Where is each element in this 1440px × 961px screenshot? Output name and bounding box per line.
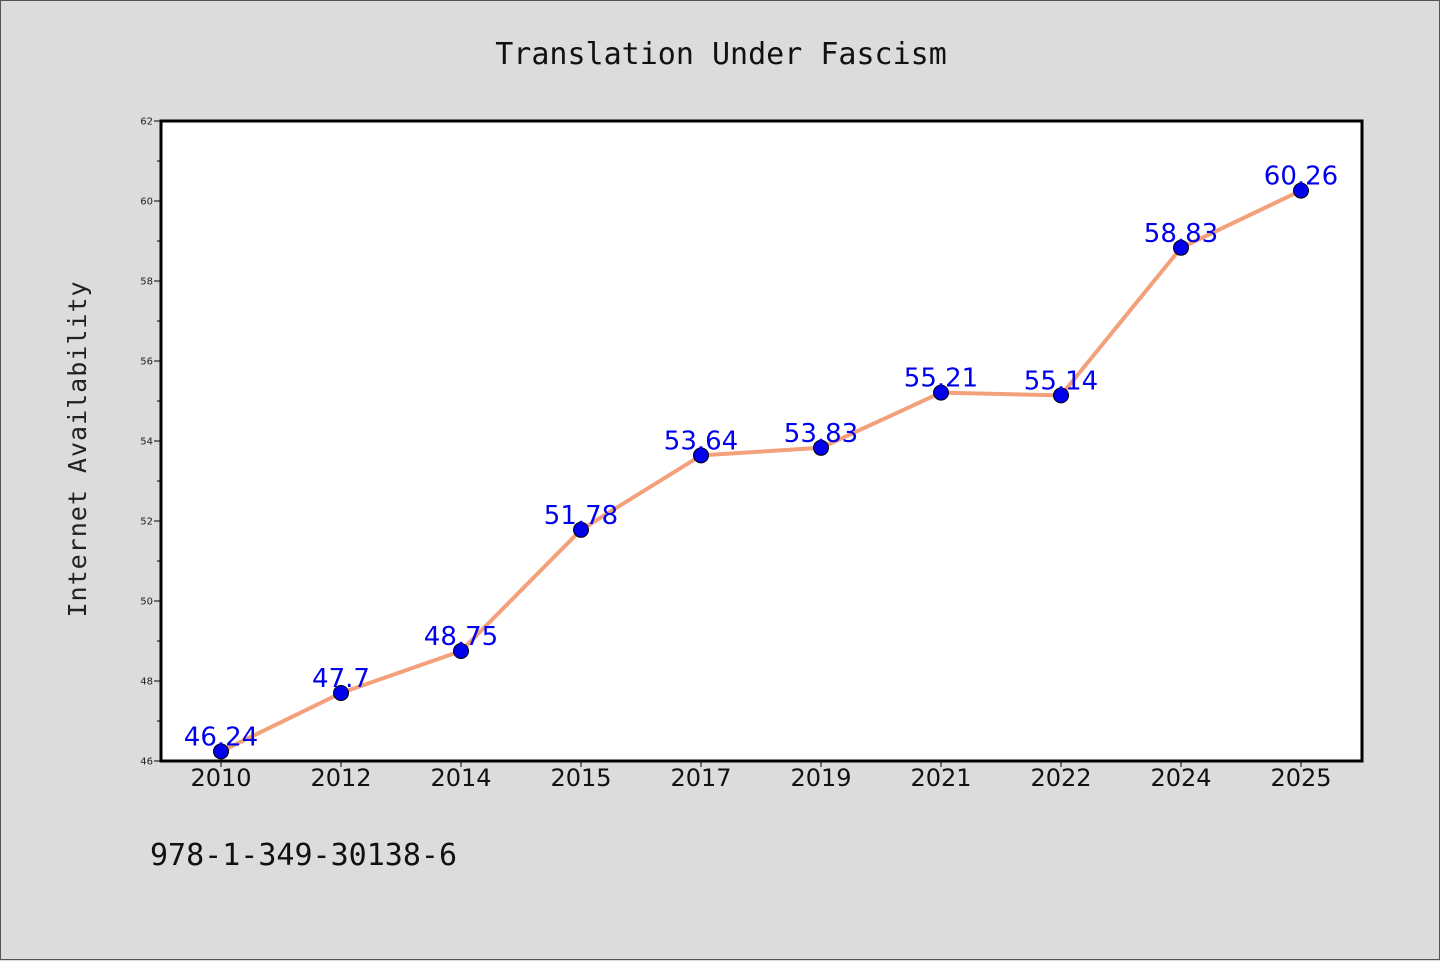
y-tick-label: 50 [140, 597, 153, 608]
x-tick-label: 2024 [1150, 764, 1211, 792]
data-point [213, 743, 229, 760]
data-point [1293, 182, 1309, 199]
y-tick-label: 56 [140, 357, 153, 368]
data-label: 48.75 [424, 622, 498, 652]
x-tick-label: 2012 [310, 764, 371, 792]
data-markers [213, 182, 1309, 760]
x-tick-label: 2021 [910, 764, 971, 792]
data-label: 53.64 [664, 426, 738, 456]
data-label: 47.7 [312, 664, 370, 694]
data-point [813, 439, 829, 456]
data-label: 55.14 [1024, 366, 1098, 396]
x-tick-label: 2014 [430, 764, 491, 792]
series-line [220, 188, 1302, 754]
y-tick-label: 52 [140, 517, 153, 528]
chart-title: Translation Under Fascism [495, 37, 947, 72]
y-tick-label: 46 [140, 757, 153, 768]
x-tick-label: 2017 [670, 764, 731, 792]
y-ticks: 46 48 50 52 54 56 58 60 62 [140, 117, 161, 768]
data-label: 55.21 [904, 364, 978, 394]
data-label: 53.83 [784, 419, 858, 449]
y-tick-label: 60 [140, 197, 153, 208]
y-axis-label: Internet Availability [63, 280, 92, 617]
x-tick-label: 2025 [1270, 764, 1331, 792]
y-tick-label: 62 [140, 117, 153, 128]
data-label: 51.78 [544, 501, 618, 531]
x-tick-label: 2019 [790, 764, 851, 792]
data-point [1173, 239, 1189, 256]
data-labels: 46.24 47.7 48.75 51.78 53.64 53.83 55.21 55.14 5… [184, 162, 1338, 753]
isbn-footer: 978-1-349-30138-6 [150, 838, 457, 873]
x-ticks: 2010 2012 2014 2015 2017 2019 2021 2022 2024 2025 [190, 761, 1332, 792]
y-tick-label: 54 [140, 437, 153, 448]
data-label: 46.24 [184, 722, 258, 752]
data-point [693, 447, 709, 464]
data-point [333, 685, 349, 701]
x-tick-label: 2010 [190, 764, 251, 792]
data-point [573, 521, 589, 538]
data-point [453, 643, 469, 659]
y-tick-label: 58 [140, 277, 153, 288]
plot-frame [159, 119, 1364, 763]
plot-area [161, 121, 1362, 761]
data-label: 60.26 [1264, 162, 1338, 192]
y-tick-label: 48 [140, 677, 153, 688]
data-label: 58.83 [1144, 219, 1218, 249]
data-point [933, 384, 949, 401]
x-tick-label: 2015 [550, 764, 611, 792]
data-point [1053, 387, 1069, 404]
x-tick-label: 2022 [1030, 764, 1091, 792]
